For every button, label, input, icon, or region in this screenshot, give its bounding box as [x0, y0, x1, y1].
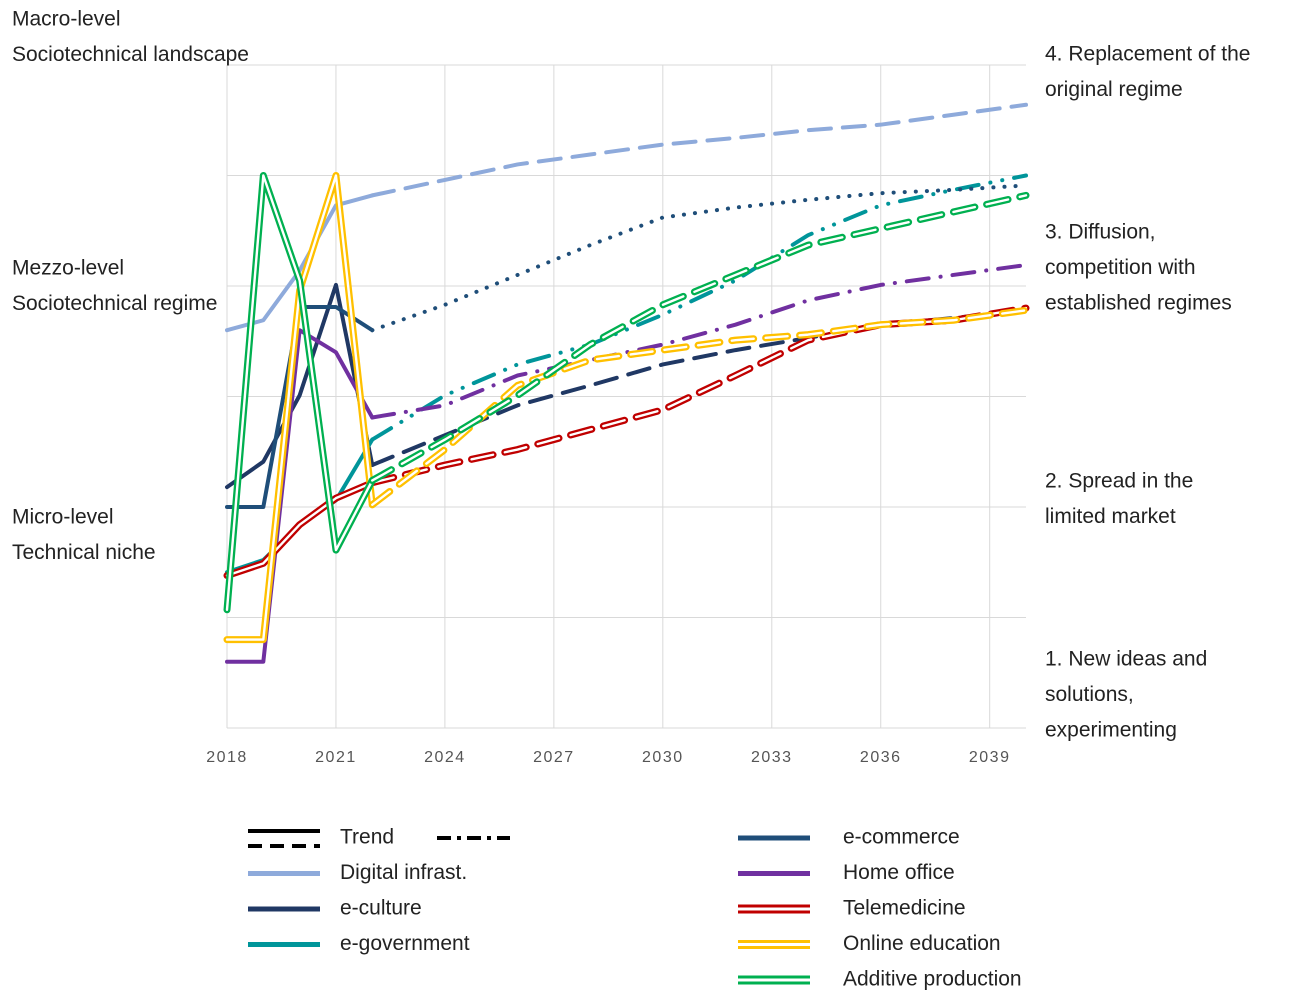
- stage-label: competition with: [1045, 256, 1196, 279]
- trend-line: [368, 306, 1030, 509]
- stage-label: established regimes: [1045, 292, 1232, 315]
- level-label: Mezzo-level: [12, 257, 124, 280]
- trend-line: [370, 102, 1028, 198]
- level-label: Macro-level: [12, 8, 121, 31]
- x-tick-label: 2018: [206, 749, 248, 766]
- trend-line: [370, 263, 1028, 420]
- legend-label: e-commerce: [843, 826, 960, 849]
- legend-label: Home office: [843, 861, 955, 884]
- legend-label: Telemedicine: [843, 897, 966, 920]
- level-label: Sociotechnical regime: [12, 292, 217, 315]
- x-tick-label: 2027: [533, 749, 575, 766]
- level-label: Sociotechnical landscape: [12, 43, 249, 66]
- series-line: [225, 328, 375, 664]
- x-tick-label: 2021: [315, 749, 357, 766]
- stage-label: solutions,: [1045, 683, 1134, 706]
- legend-label: e-culture: [340, 897, 422, 920]
- trend-line-core: [371, 306, 1028, 484]
- stage-label: original regime: [1045, 78, 1183, 101]
- level-label: Micro-level: [12, 506, 114, 529]
- x-tick-label: 2024: [424, 749, 466, 766]
- stage-label: limited market: [1045, 505, 1176, 528]
- trend-line-core: [371, 194, 1028, 482]
- legend-label: Trend: [340, 826, 394, 849]
- x-tick-label: 2039: [969, 749, 1011, 766]
- series-line-core: [225, 481, 374, 577]
- legend-label: Online education: [843, 932, 1001, 955]
- x-tick-label: 2033: [751, 749, 793, 766]
- series-line-core: [225, 174, 374, 611]
- legend-label: Digital infrast.: [340, 861, 467, 884]
- trend-line: [368, 191, 1030, 484]
- series-line: [225, 282, 375, 490]
- stage-label: 4. Replacement of the: [1045, 43, 1250, 66]
- x-tick-label: 2030: [642, 749, 684, 766]
- level-label: Technical niche: [12, 541, 156, 564]
- trend-line: [370, 173, 1028, 442]
- trend-legend-sample: [248, 829, 510, 848]
- trend-line-core: [371, 309, 1028, 506]
- stage-label: 3. Diffusion,: [1045, 221, 1156, 244]
- legend-label: e-government: [340, 932, 470, 955]
- stage-label: 1. New ideas and: [1045, 648, 1207, 671]
- legend-label: Additive production: [843, 968, 1022, 991]
- stage-label: 2. Spread in the: [1045, 470, 1193, 493]
- stage-label: experimenting: [1045, 719, 1177, 742]
- trend-line: [370, 183, 1028, 333]
- x-tick-label: 2036: [860, 749, 902, 766]
